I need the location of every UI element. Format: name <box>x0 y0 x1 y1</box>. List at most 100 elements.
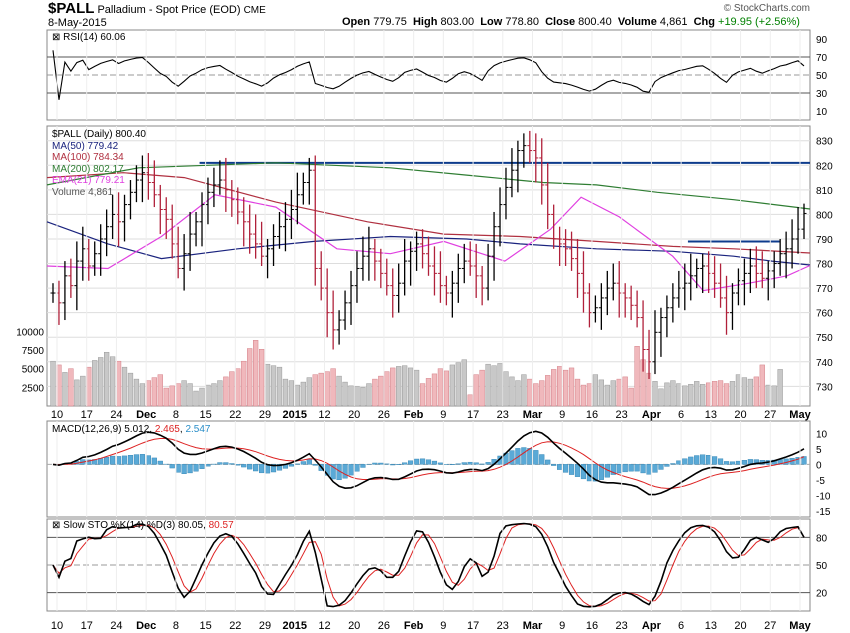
volume-bar <box>568 367 575 407</box>
volume-bar <box>193 390 199 407</box>
price-tick-label: 770 <box>816 284 833 295</box>
volume-bar <box>396 366 402 407</box>
volume-bar <box>241 360 247 407</box>
price-legend: $PALL (Daily) 800.40 MA(50) 779.42 MA(100)… <box>52 129 146 199</box>
volume-bar <box>348 385 354 407</box>
symbol: $PALL <box>48 0 95 17</box>
macd-histogram-bar <box>121 455 128 465</box>
watermark: © StockCharts.com <box>723 3 810 14</box>
macd-histogram-bar <box>247 464 253 470</box>
volume-bar <box>324 371 330 407</box>
sto-k-value: 80.05 <box>178 520 204 531</box>
volume-bar <box>461 359 467 407</box>
volume-bar <box>664 382 670 407</box>
x-tick-label: 9 <box>440 620 446 632</box>
macd-histogram-bar <box>193 464 199 472</box>
volume-bar <box>145 380 151 407</box>
macd-histogram-bar <box>288 464 294 467</box>
legend-item: MA(100) 784.34 <box>52 152 124 164</box>
macd-histogram-bar <box>437 462 444 465</box>
macd-histogram-bar <box>402 462 408 465</box>
rsi-tick-label: 10 <box>816 107 828 118</box>
volume-bar <box>706 382 712 407</box>
x-tick-label: Dec <box>136 620 156 632</box>
macd-histogram-bar <box>557 464 563 470</box>
x-tick-label: 12 <box>318 409 330 421</box>
volume-tick-label: 5000 <box>22 365 45 376</box>
x-tick-label: 20 <box>734 409 746 421</box>
price-tick-label: 810 <box>816 186 833 197</box>
x-tick-label: 6 <box>678 620 684 632</box>
price-panel: 830 820 810 800 790 780 770 760 750 740 730 10000 75… <box>16 130 833 407</box>
volume-tick-label: 7500 <box>22 346 45 357</box>
x-tick-label: May <box>789 409 811 421</box>
x-tick-label: 22 <box>229 620 241 632</box>
x-tick-label: 8 <box>173 409 179 421</box>
macd-histogram-bar <box>568 464 575 475</box>
macd-histogram-bar <box>706 454 712 465</box>
open-label: Open <box>342 16 371 28</box>
volume-value: 4,861 <box>659 16 688 28</box>
macd-histogram-bar <box>527 448 533 465</box>
volume-bar <box>741 377 748 407</box>
macd-histogram-bar <box>259 464 265 474</box>
price-tick-label: 820 <box>816 161 833 172</box>
price-tick-label: 830 <box>816 137 833 148</box>
macd-line <box>52 430 805 496</box>
macd-tick-label: -5 <box>816 476 825 487</box>
change-label: Chg <box>693 16 715 28</box>
price-tick-label: 730 <box>816 382 833 393</box>
macd-histogram-bar <box>616 464 622 474</box>
volume-bar <box>533 383 539 407</box>
volume-bar <box>700 384 706 407</box>
rsi-title: ⊠ RSI(14) 60.06 <box>52 32 125 43</box>
x-tick-label: 6 <box>678 409 684 421</box>
macd-tick-label: 0 <box>816 460 822 471</box>
x-tick-label: 15 <box>199 620 211 632</box>
x-tick-label: 26 <box>378 409 390 421</box>
volume-label: Volume <box>617 16 657 28</box>
x-tick-label: 16 <box>586 620 598 632</box>
volume-bar <box>288 380 295 407</box>
price-tick-label: 760 <box>816 309 833 320</box>
volume-bar <box>199 387 205 407</box>
volume-bar <box>598 379 604 407</box>
volume-bar <box>610 380 616 407</box>
volume-bar <box>658 388 664 407</box>
volume-bar <box>211 383 217 407</box>
sto-tick-label: 80 <box>816 533 828 544</box>
macd-histogram-bar <box>467 461 473 465</box>
x-tick-label: Mar <box>523 409 543 421</box>
sto-d-value: 80.57 <box>208 520 234 531</box>
rsi-title-text: RSI(14) 60.06 <box>63 32 126 43</box>
high-label: High <box>412 16 438 28</box>
macd-histogram-bar <box>169 464 175 469</box>
macd-histogram-bar <box>348 464 354 476</box>
price-tick-label: 790 <box>816 235 833 246</box>
sto-title-text: Slow STO %K(14) %D(3) <box>63 520 176 531</box>
volume-bar <box>169 385 175 407</box>
volume-bar <box>217 380 223 407</box>
volume-bar <box>545 375 551 407</box>
close-value: 800.40 <box>578 16 612 28</box>
macd-tick-label: -10 <box>816 491 831 502</box>
price-tick-label: 750 <box>816 333 833 344</box>
x-tick-label: Mar <box>523 620 543 632</box>
x-tick-label: 13 <box>705 409 717 421</box>
macd-histogram-bar <box>688 456 694 465</box>
macd-histogram-bar <box>425 459 432 465</box>
volume-bar <box>479 369 485 407</box>
rsi-icon: ⊠ <box>52 32 61 43</box>
volume-bar <box>574 378 581 407</box>
x-tick-label: 10 <box>51 620 63 632</box>
price-tick-label: 800 <box>816 210 833 221</box>
macd-histogram-bar <box>700 454 706 465</box>
volume-bar <box>419 383 426 407</box>
macd-histogram-bar <box>312 464 318 466</box>
macd-histogram-bar <box>753 459 759 465</box>
macd-histogram-bar <box>300 461 306 465</box>
macd-signal-line <box>52 437 805 489</box>
macd-histogram-bar <box>175 464 181 473</box>
macd-histogram-bar <box>431 460 438 465</box>
macd-histogram-bar <box>682 458 688 465</box>
